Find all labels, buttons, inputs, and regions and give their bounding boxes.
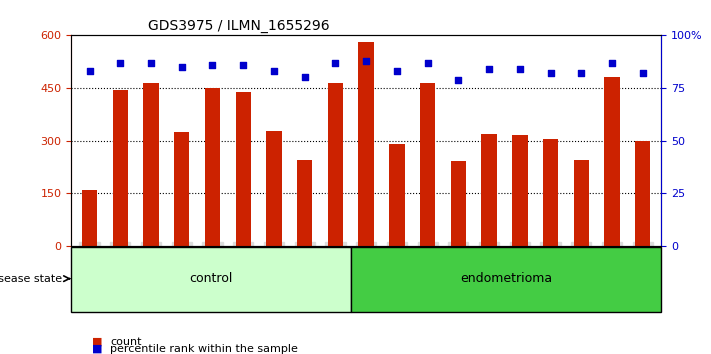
Point [145,60,156,65]
Point [545,70,556,76]
Bar [512,135,528,246]
Text: ■: ■ [92,344,103,354]
Bar [358,42,374,246]
Text: ■: ■ [92,337,103,347]
Bar [420,83,435,246]
Bar [481,133,497,246]
Bar [574,160,589,246]
Text: endometrioma: endometrioma [460,272,552,285]
Point [422,60,433,65]
Bar [604,78,620,246]
Point [360,58,372,63]
Text: control: control [189,272,232,285]
Text: count: count [110,337,141,347]
Bar [635,141,651,246]
Point [268,68,279,74]
Bar [82,190,97,246]
Point [330,60,341,65]
Point [84,68,95,74]
Point [606,60,618,65]
Bar [451,161,466,246]
Point [237,62,249,68]
Bar [144,83,159,246]
Bar [205,88,220,246]
Bar [174,132,189,246]
Point [483,66,495,72]
Point [299,75,311,80]
Text: disease state: disease state [0,274,62,284]
Point [453,77,464,82]
Text: percentile rank within the sample: percentile rank within the sample [110,344,298,354]
Bar [389,144,405,246]
Bar [112,90,128,246]
Point [637,70,648,76]
Bar [297,160,312,246]
FancyBboxPatch shape [71,247,351,312]
Point [176,64,188,70]
Point [576,70,587,76]
Bar [543,139,558,246]
FancyBboxPatch shape [351,247,661,312]
Bar [267,131,282,246]
Point [114,60,126,65]
Point [514,66,525,72]
Point [391,68,402,74]
Bar [328,83,343,246]
Text: GDS3975 / ILMN_1655296: GDS3975 / ILMN_1655296 [148,19,329,33]
Point [207,62,218,68]
Bar [235,91,251,246]
